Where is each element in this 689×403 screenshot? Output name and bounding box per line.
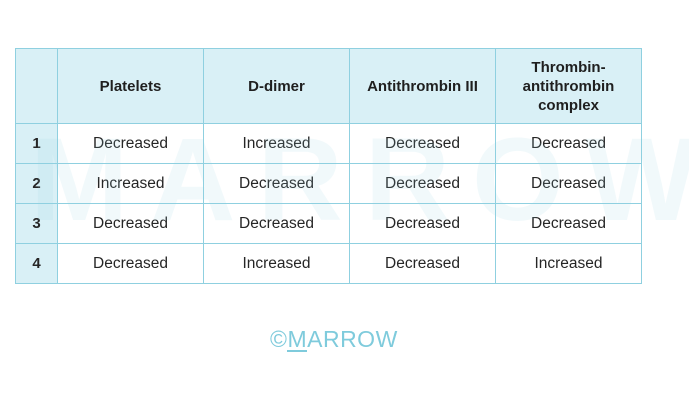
table-cell: Decreased (57, 243, 204, 284)
row-number: 1 (15, 123, 58, 164)
row-number: 2 (15, 163, 58, 204)
table-cell: Increased (203, 243, 350, 284)
header-row: Platelets D-dimer Antithrombin III Throm… (15, 48, 642, 124)
table-cell: Decreased (495, 163, 642, 204)
marrow-logo: ©MARROW (270, 326, 398, 353)
table-cell: Increased (57, 163, 204, 204)
table-row: 3 Decreased Decreased Decreased Decrease… (15, 203, 642, 244)
table-cell: Decreased (203, 163, 350, 204)
header-thrombin-antithrombin-complex: Thrombin-antithrombin complex (495, 48, 642, 124)
table-row: 2 Increased Decreased Decreased Decrease… (15, 163, 642, 204)
table-row: 4 Decreased Increased Decreased Increase… (15, 243, 642, 284)
table-cell: Decreased (349, 123, 496, 164)
table-cell: Increased (495, 243, 642, 284)
logo-letter-m: M (287, 326, 308, 352)
table-cell: Decreased (349, 203, 496, 244)
header-d-dimer: D-dimer (203, 48, 350, 124)
table-cell: Decreased (349, 163, 496, 204)
header-platelets: Platelets (57, 48, 204, 124)
table-cell: Decreased (495, 123, 642, 164)
row-number: 4 (15, 243, 58, 284)
logo-text: ARROW (307, 326, 398, 352)
header-cell-empty (15, 48, 58, 124)
table-cell: Decreased (203, 203, 350, 244)
table-cell: Decreased (57, 203, 204, 244)
table-cell: Decreased (57, 123, 204, 164)
comparison-table: Platelets D-dimer Antithrombin III Throm… (15, 48, 642, 284)
row-number: 3 (15, 203, 58, 244)
header-antithrombin-iii: Antithrombin III (349, 48, 496, 124)
copyright-symbol: © (270, 326, 288, 352)
table-cell: Increased (203, 123, 350, 164)
table-cell: Decreased (495, 203, 642, 244)
table-cell: Decreased (349, 243, 496, 284)
table-row: 1 Decreased Increased Decreased Decrease… (15, 123, 642, 164)
